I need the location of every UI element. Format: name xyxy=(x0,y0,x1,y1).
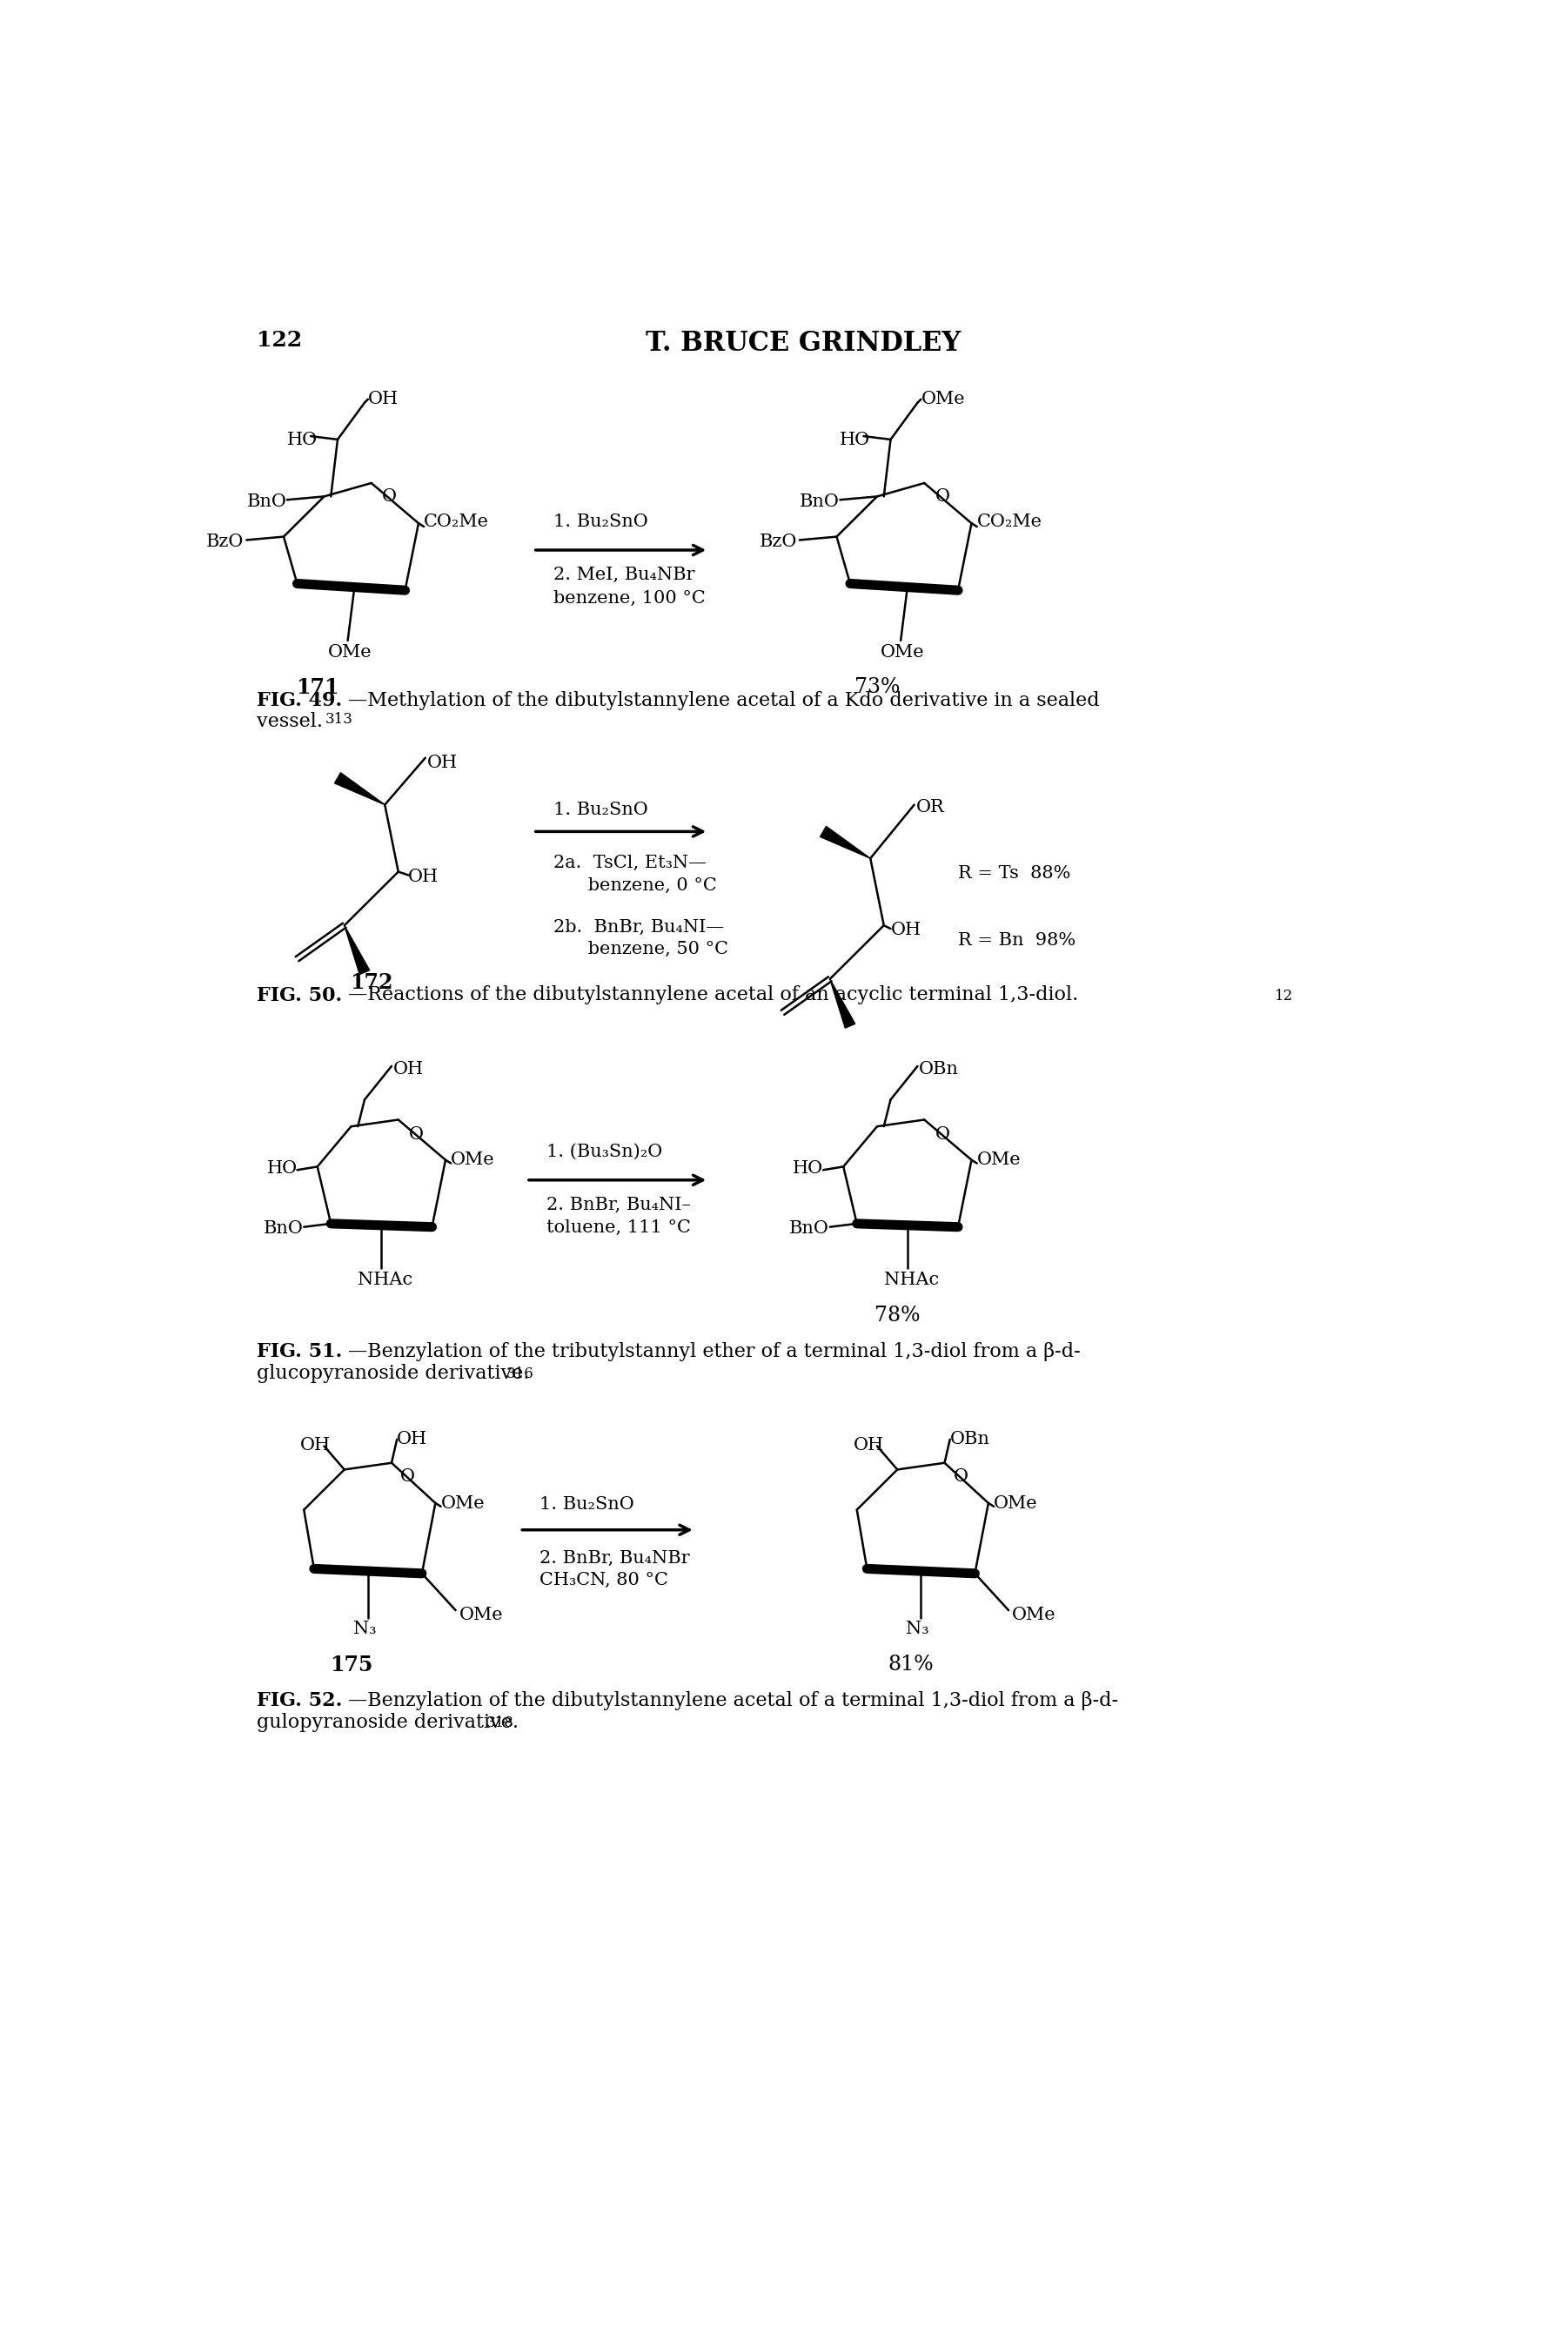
Text: 2. MeI, Bu₄NBr: 2. MeI, Bu₄NBr xyxy=(554,566,695,583)
Text: BnO: BnO xyxy=(263,1220,303,1236)
Text: 2. BnBr, Bu₄NBr: 2. BnBr, Bu₄NBr xyxy=(539,1551,690,1567)
Text: OH: OH xyxy=(853,1438,884,1455)
Text: OH: OH xyxy=(301,1438,331,1455)
Text: 172: 172 xyxy=(350,973,394,994)
Text: BnO: BnO xyxy=(246,494,287,510)
Text: O: O xyxy=(383,489,397,505)
Text: benzene, 0 °C: benzene, 0 °C xyxy=(554,877,717,893)
Text: vessel.: vessel. xyxy=(257,712,323,731)
Text: OMe: OMe xyxy=(1011,1607,1055,1624)
Text: 1. Bu₂SnO: 1. Bu₂SnO xyxy=(539,1497,635,1513)
Text: T. BRUCE GRINDLEY: T. BRUCE GRINDLEY xyxy=(646,331,961,357)
Text: 318: 318 xyxy=(486,1716,514,1730)
Text: 2b.  BnBr, Bu₄NI—: 2b. BnBr, Bu₄NI— xyxy=(554,919,724,935)
Text: O: O xyxy=(400,1469,416,1485)
Text: O: O xyxy=(409,1126,423,1142)
Text: 1. (Bu₃Sn)₂O: 1. (Bu₃Sn)₂O xyxy=(547,1142,663,1159)
Text: HO: HO xyxy=(287,432,318,449)
Polygon shape xyxy=(820,827,870,858)
Text: FIG. 51.: FIG. 51. xyxy=(257,1342,342,1361)
Text: benzene, 100 °C: benzene, 100 °C xyxy=(554,590,706,606)
Text: HO: HO xyxy=(267,1161,298,1177)
Text: 1. Bu₂SnO: 1. Bu₂SnO xyxy=(554,512,648,529)
Polygon shape xyxy=(829,980,855,1027)
Text: OMe: OMe xyxy=(452,1152,495,1168)
Text: FIG. 49.: FIG. 49. xyxy=(257,691,342,710)
Text: FIG. 52.: FIG. 52. xyxy=(257,1692,342,1711)
Text: CH₃CN, 80 °C: CH₃CN, 80 °C xyxy=(539,1572,668,1589)
Text: BzO: BzO xyxy=(205,533,245,550)
Text: 122: 122 xyxy=(257,331,303,350)
Text: FIG. 50.: FIG. 50. xyxy=(257,985,342,1006)
Text: OMe: OMe xyxy=(977,1152,1021,1168)
Text: 73%: 73% xyxy=(855,677,900,698)
Text: —Benzylation of the tributylstannyl ether of a terminal 1,3-diol from a β-d-: —Benzylation of the tributylstannyl ethe… xyxy=(348,1342,1080,1361)
Text: —Benzylation of the dibutylstannylene acetal of a terminal 1,3-diol from a β-d-: —Benzylation of the dibutylstannylene ac… xyxy=(348,1692,1118,1711)
Text: OBn: OBn xyxy=(950,1431,989,1448)
Text: N₃: N₃ xyxy=(906,1621,930,1638)
Text: CO₂Me: CO₂Me xyxy=(423,512,489,529)
Text: —Methylation of the dibutylstannylene acetal of a Kdo derivative in a sealed: —Methylation of the dibutylstannylene ac… xyxy=(348,691,1099,710)
Text: toluene, 111 °C: toluene, 111 °C xyxy=(547,1220,691,1236)
Text: 316: 316 xyxy=(506,1365,533,1382)
Text: gulopyranoside derivative.: gulopyranoside derivative. xyxy=(257,1713,519,1732)
Text: 313: 313 xyxy=(326,712,353,726)
Text: OBn: OBn xyxy=(919,1060,960,1076)
Text: O: O xyxy=(953,1469,967,1485)
Text: OH: OH xyxy=(368,390,398,407)
Text: OH: OH xyxy=(397,1431,428,1448)
Text: HO: HO xyxy=(840,432,870,449)
Text: 12: 12 xyxy=(1275,989,1294,1003)
Text: 1. Bu₂SnO: 1. Bu₂SnO xyxy=(554,801,648,818)
Text: OMe: OMe xyxy=(441,1495,485,1511)
Text: OMe: OMe xyxy=(920,390,964,407)
Text: BnO: BnO xyxy=(800,494,839,510)
Text: OH: OH xyxy=(394,1060,423,1076)
Text: BzO: BzO xyxy=(759,533,797,550)
Text: benzene, 50 °C: benzene, 50 °C xyxy=(554,940,728,956)
Text: NHAc: NHAc xyxy=(358,1271,412,1288)
Polygon shape xyxy=(334,773,384,804)
Text: 78%: 78% xyxy=(875,1304,920,1325)
Text: OMe: OMe xyxy=(994,1495,1038,1511)
Text: 2a.  TsCl, Et₃N—: 2a. TsCl, Et₃N— xyxy=(554,855,707,872)
Text: R = Ts  88%: R = Ts 88% xyxy=(958,865,1071,881)
Text: CO₂Me: CO₂Me xyxy=(977,512,1043,529)
Text: 2. BnBr, Bu₄NI–: 2. BnBr, Bu₄NI– xyxy=(547,1196,691,1213)
Text: HO: HO xyxy=(793,1161,823,1177)
Text: N₃: N₃ xyxy=(353,1621,376,1638)
Text: OH: OH xyxy=(408,870,439,886)
Text: O: O xyxy=(935,1126,950,1142)
Text: OMe: OMe xyxy=(881,644,925,660)
Text: OH: OH xyxy=(428,754,458,771)
Text: OR: OR xyxy=(916,799,944,815)
Text: 171: 171 xyxy=(296,677,339,698)
Text: glucopyranoside derivative.: glucopyranoside derivative. xyxy=(257,1363,530,1382)
Polygon shape xyxy=(345,926,370,975)
Text: OMe: OMe xyxy=(459,1607,503,1624)
Text: OH: OH xyxy=(891,921,920,938)
Text: O: O xyxy=(935,489,950,505)
Text: 81%: 81% xyxy=(887,1654,933,1676)
Text: NHAc: NHAc xyxy=(884,1271,939,1288)
Text: BnO: BnO xyxy=(789,1220,829,1236)
Text: R = Bn  98%: R = Bn 98% xyxy=(958,933,1076,949)
Text: OMe: OMe xyxy=(328,644,372,660)
Text: —Reactions of the dibutylstannylene acetal of an acyclic terminal 1,3-diol.: —Reactions of the dibutylstannylene acet… xyxy=(348,985,1079,1006)
Text: 175: 175 xyxy=(329,1654,373,1676)
